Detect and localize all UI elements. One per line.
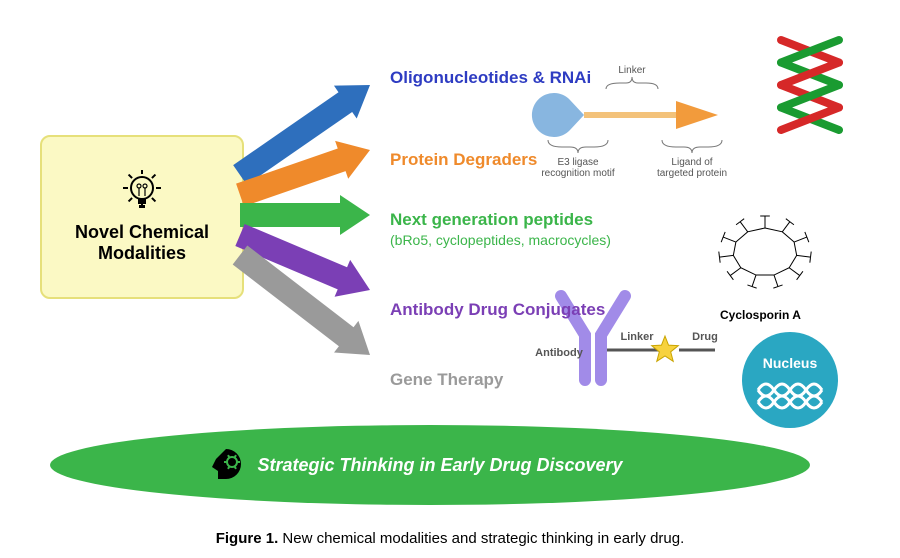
arrow-3-label: Next generation peptides <box>390 210 593 230</box>
svg-text:Linker: Linker <box>620 331 654 343</box>
svg-text:Nucleus: Nucleus <box>763 355 818 371</box>
svg-text:Drug: Drug <box>692 331 718 343</box>
figure-caption: Figure 1. New chemical modalities and st… <box>0 530 900 547</box>
svg-text:Ligand oftargeted protein: Ligand oftargeted protein <box>657 157 727 179</box>
cyclosporin-label: Cyclosporin A <box>720 308 801 322</box>
dna-helix-icon <box>781 40 839 130</box>
arrow-4-label: Antibody Drug Conjugates <box>390 300 605 320</box>
caption-bold: Figure 1. <box>216 530 279 547</box>
svg-text:Linker: Linker <box>618 65 646 76</box>
figure-stage: Novel Chemical Modalities LinkerE3 ligas… <box>0 0 900 558</box>
arrow-3-sublabel: (bRo5, cyclopeptides, macrocycles) <box>390 232 611 248</box>
svg-text:Antibody: Antibody <box>535 347 584 359</box>
cyclosporin-structure <box>719 216 811 288</box>
svg-text:E3 ligaserecognition motif: E3 ligaserecognition motif <box>541 157 615 179</box>
arrow-1-label: Oligonucleotides & RNAi <box>390 68 591 88</box>
banner: Strategic Thinking in Early Drug Discove… <box>50 425 810 505</box>
arrow-2-label: Protein Degraders <box>390 150 537 170</box>
caption-text: New chemical modalities and strategic th… <box>282 530 684 547</box>
svg-text:Strategic Thinking in Early Dr: Strategic Thinking in Early Drug Discove… <box>257 455 623 475</box>
nucleus-icon: Nucleus <box>742 332 838 428</box>
arrow-3 <box>240 195 370 235</box>
arrow-5-label: Gene Therapy <box>390 370 503 390</box>
